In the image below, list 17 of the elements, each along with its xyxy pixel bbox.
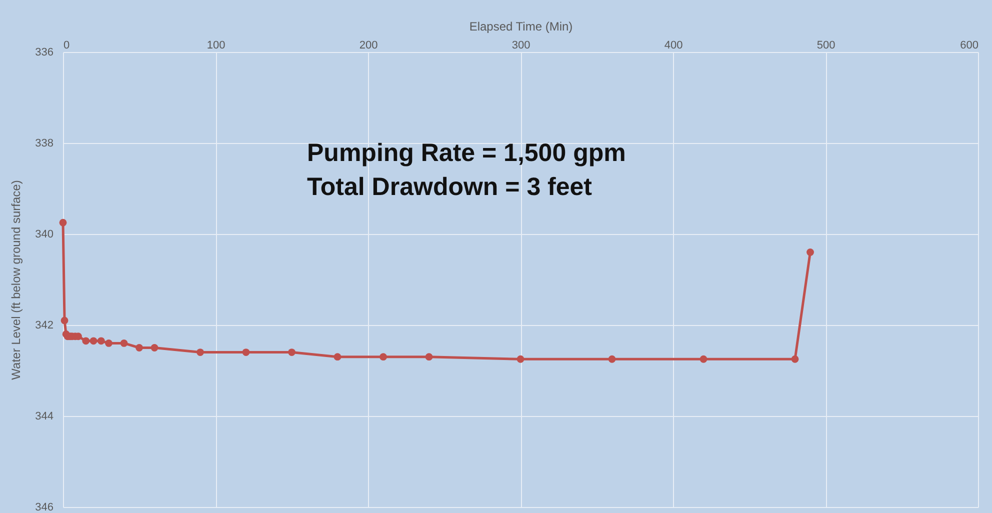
y-axis-title: Water Level (ft below ground surface) <box>9 180 24 380</box>
annotation: Pumping Rate = 1,500 gpm <box>307 139 626 167</box>
y-tick-label: 336 <box>35 46 54 58</box>
y-tick-label: 344 <box>35 410 54 422</box>
y-tick-label: 342 <box>35 320 54 332</box>
y-tick-label: 338 <box>35 138 54 150</box>
x-axis-title: Elapsed Time (Min) <box>469 20 573 34</box>
x-tick-label: 100 <box>206 40 226 52</box>
annotation: Total Drawdown = 3 feet <box>307 173 593 201</box>
x-tick-label: 400 <box>664 40 683 52</box>
x-tick-label: 300 <box>512 40 530 52</box>
x-tick-label: 500 <box>816 40 836 52</box>
y-tick-label: 346 <box>35 502 54 513</box>
x-tick-label: 600 <box>960 40 978 52</box>
y-tick-label: 340 <box>35 228 54 240</box>
x-tick-label: 0 <box>64 40 70 52</box>
x-tick-label: 200 <box>359 40 378 52</box>
